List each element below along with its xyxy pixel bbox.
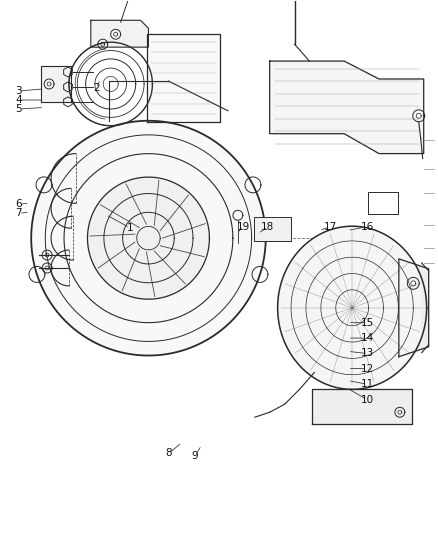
Polygon shape	[270, 61, 424, 154]
Text: 8: 8	[166, 448, 172, 458]
Text: 1: 1	[127, 223, 133, 233]
FancyBboxPatch shape	[254, 217, 290, 241]
Text: 19: 19	[237, 222, 250, 232]
Text: 3: 3	[15, 86, 22, 96]
Polygon shape	[399, 259, 429, 357]
Text: 7: 7	[15, 208, 22, 219]
Polygon shape	[31, 121, 266, 356]
Text: 5: 5	[15, 104, 22, 114]
Text: 18: 18	[261, 222, 274, 232]
Polygon shape	[312, 389, 412, 424]
Polygon shape	[41, 66, 71, 102]
Polygon shape	[148, 34, 220, 122]
Text: 17: 17	[324, 222, 337, 232]
Text: 6: 6	[15, 199, 22, 209]
Text: 14: 14	[360, 333, 374, 343]
Polygon shape	[88, 177, 209, 299]
Text: 10: 10	[360, 394, 374, 405]
Text: 15: 15	[360, 318, 374, 328]
Polygon shape	[91, 20, 148, 47]
FancyBboxPatch shape	[368, 192, 398, 214]
Text: 9: 9	[192, 451, 198, 461]
Text: 11: 11	[360, 379, 374, 389]
Text: 12: 12	[360, 364, 374, 374]
Text: 13: 13	[360, 349, 374, 359]
Polygon shape	[278, 226, 427, 389]
Text: 16: 16	[360, 222, 374, 232]
Polygon shape	[422, 263, 429, 353]
Text: 2: 2	[93, 83, 99, 93]
Text: 4: 4	[15, 95, 22, 105]
